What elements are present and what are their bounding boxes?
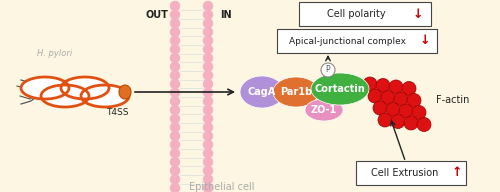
Ellipse shape	[311, 73, 369, 105]
FancyBboxPatch shape	[277, 29, 437, 53]
Circle shape	[386, 103, 400, 117]
Text: Par1b: Par1b	[280, 87, 312, 97]
Ellipse shape	[273, 77, 319, 107]
Text: H. pylori: H. pylori	[37, 49, 72, 58]
Circle shape	[170, 148, 180, 158]
Circle shape	[203, 174, 213, 184]
Circle shape	[407, 94, 421, 108]
Circle shape	[203, 183, 213, 192]
Text: CagA: CagA	[248, 87, 276, 97]
Circle shape	[170, 36, 180, 46]
Circle shape	[203, 122, 213, 132]
Circle shape	[203, 131, 213, 141]
Circle shape	[321, 63, 335, 77]
Circle shape	[170, 44, 180, 54]
Circle shape	[170, 166, 180, 176]
Text: F-actin: F-actin	[436, 95, 470, 105]
Text: Apical-junctional complex: Apical-junctional complex	[289, 36, 406, 46]
Circle shape	[203, 157, 213, 167]
FancyBboxPatch shape	[356, 161, 466, 185]
Circle shape	[170, 105, 180, 115]
Circle shape	[203, 96, 213, 106]
Text: ↑: ↑	[451, 166, 462, 180]
Circle shape	[170, 79, 180, 89]
Circle shape	[203, 114, 213, 124]
Circle shape	[376, 79, 390, 93]
Circle shape	[203, 44, 213, 54]
Circle shape	[203, 1, 213, 11]
Circle shape	[170, 10, 180, 20]
Ellipse shape	[119, 85, 131, 99]
Circle shape	[170, 183, 180, 192]
Text: ↓: ↓	[413, 7, 424, 21]
Circle shape	[170, 88, 180, 98]
Circle shape	[203, 105, 213, 115]
Circle shape	[404, 116, 418, 130]
Ellipse shape	[81, 85, 129, 107]
Circle shape	[381, 90, 395, 104]
Circle shape	[170, 53, 180, 63]
Circle shape	[170, 114, 180, 124]
Text: Cell polarity: Cell polarity	[326, 9, 385, 19]
Circle shape	[378, 113, 392, 127]
Circle shape	[412, 105, 426, 119]
Circle shape	[170, 18, 180, 28]
Circle shape	[170, 122, 180, 132]
Circle shape	[203, 53, 213, 63]
Circle shape	[203, 140, 213, 150]
Text: OUT: OUT	[146, 10, 169, 20]
Circle shape	[373, 101, 387, 115]
Circle shape	[170, 70, 180, 80]
Circle shape	[399, 104, 413, 118]
Circle shape	[170, 62, 180, 72]
Circle shape	[170, 157, 180, 167]
Text: IN: IN	[220, 10, 232, 20]
Circle shape	[170, 140, 180, 150]
FancyBboxPatch shape	[299, 2, 431, 26]
Text: Cell Extrusion: Cell Extrusion	[371, 168, 438, 178]
Ellipse shape	[41, 85, 89, 107]
Text: Cortactin: Cortactin	[314, 84, 366, 94]
Circle shape	[170, 174, 180, 184]
Text: ZO-1: ZO-1	[311, 105, 337, 115]
Circle shape	[170, 131, 180, 141]
Text: ↓: ↓	[420, 35, 430, 47]
Circle shape	[203, 148, 213, 158]
Circle shape	[363, 77, 377, 91]
Circle shape	[417, 118, 431, 132]
Circle shape	[170, 96, 180, 106]
Circle shape	[203, 62, 213, 72]
Circle shape	[203, 10, 213, 20]
Circle shape	[203, 27, 213, 37]
Text: Epithelial cell: Epithelial cell	[189, 182, 254, 192]
Circle shape	[203, 88, 213, 98]
Ellipse shape	[21, 77, 69, 99]
Circle shape	[368, 89, 382, 103]
Circle shape	[389, 80, 403, 94]
Circle shape	[203, 79, 213, 89]
Circle shape	[203, 70, 213, 80]
Text: T4SS: T4SS	[106, 108, 128, 117]
Circle shape	[170, 1, 180, 11]
Circle shape	[203, 18, 213, 28]
Circle shape	[203, 166, 213, 176]
Ellipse shape	[305, 99, 343, 121]
Circle shape	[391, 114, 405, 128]
Circle shape	[402, 81, 416, 95]
Ellipse shape	[61, 77, 109, 99]
Text: P: P	[326, 65, 330, 74]
Circle shape	[394, 92, 408, 106]
Circle shape	[170, 27, 180, 37]
Circle shape	[203, 36, 213, 46]
Ellipse shape	[240, 76, 284, 108]
